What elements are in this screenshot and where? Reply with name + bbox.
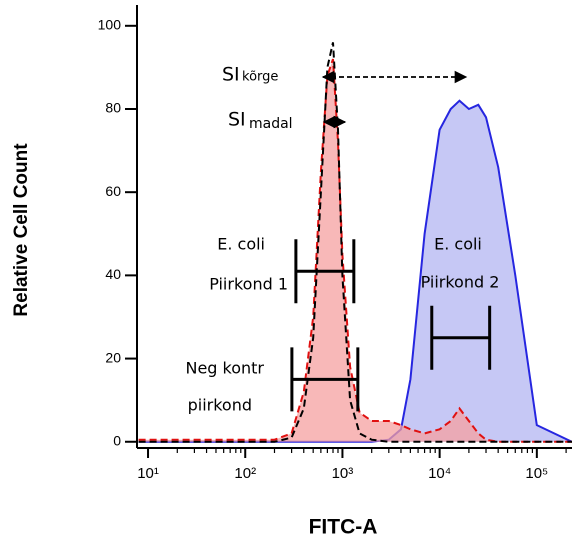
line	[138, 99, 572, 443]
x-tick-label: 10⁴	[428, 465, 451, 482]
line	[138, 42, 572, 443]
annotation-sub: kõrge	[242, 70, 278, 85]
y-tick-label: 20	[105, 349, 121, 365]
gate-label: Piirkond 1	[209, 275, 288, 294]
y-tick-label: 80	[105, 100, 121, 116]
gate-label: Piirkond 2	[421, 273, 500, 292]
y-axis-label: Relative Cell Count	[11, 143, 32, 317]
y-tick-label: 100	[98, 17, 122, 33]
annotation-sub: madal	[249, 116, 293, 132]
area	[138, 100, 572, 442]
plot-area: 0 20 40 60 80 100 10¹ 10² 10³ 10⁴ 10⁵	[98, 5, 572, 482]
y-tick-label: 40	[105, 266, 121, 282]
x-axis-label: FITC-A	[309, 516, 378, 539]
gate-label: Neg kontr	[185, 359, 264, 378]
gate-label: E. coli	[434, 235, 482, 254]
annotation: SI	[222, 64, 240, 86]
x-tick-label: 10¹	[137, 465, 159, 482]
gate-label: piirkond	[188, 396, 252, 415]
x-tick-label: 10³	[332, 465, 354, 482]
x-tick-label: 10⁵	[525, 465, 548, 482]
y-tick-label: 0	[113, 432, 121, 448]
gate-label: E. coli	[217, 235, 265, 254]
annotation: SI	[228, 109, 246, 131]
line	[138, 58, 572, 443]
y-tick-label: 60	[105, 183, 121, 199]
x-tick-label: 10²	[234, 465, 256, 482]
